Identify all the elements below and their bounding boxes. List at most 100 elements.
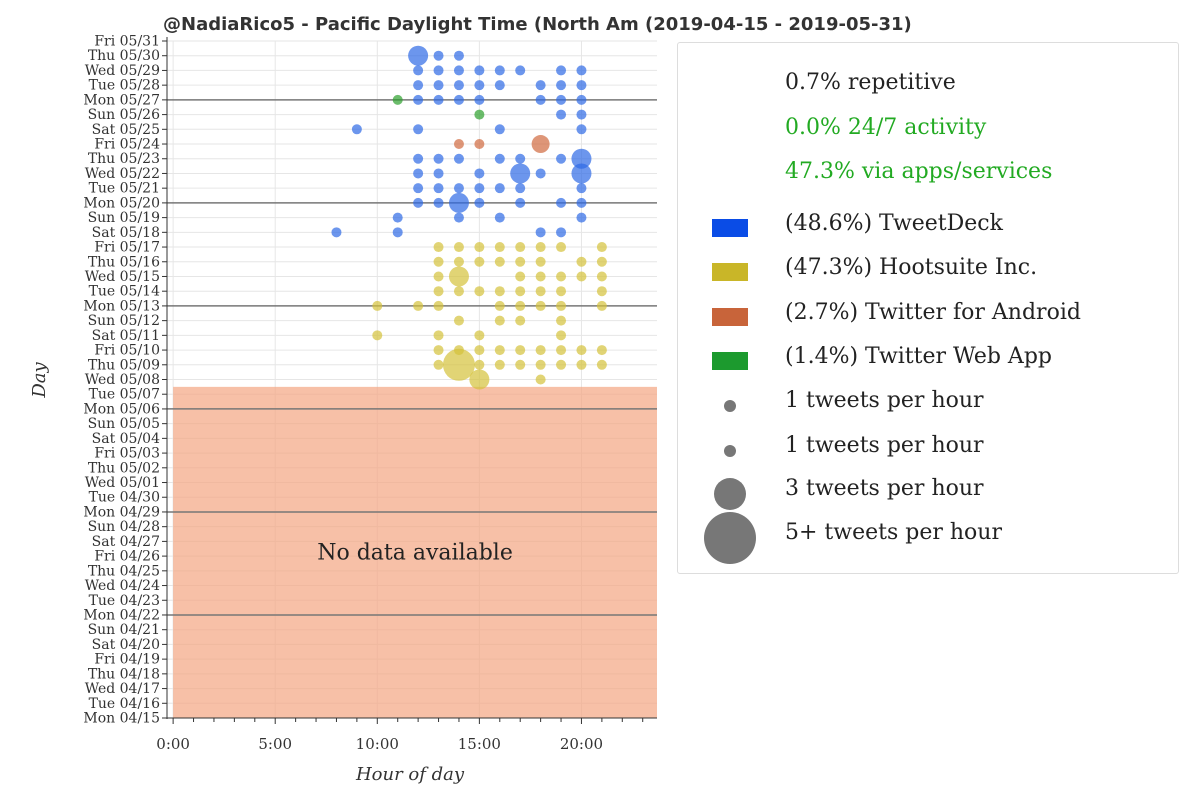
data-point [515,271,526,282]
data-point [535,256,546,267]
data-point [576,271,587,282]
data-point [474,197,485,208]
x-axis-label: Hour of day [355,764,465,785]
data-point [556,65,567,76]
data-point [515,65,526,76]
data-point [535,286,546,297]
y-tick-label: Fri 05/03 [94,446,160,462]
legend-source-label: (48.6%) TweetDeck [785,211,1003,236]
y-tick-label: Wed 05/29 [85,63,160,79]
data-point [453,139,464,150]
size-marker [704,512,756,564]
data-point [453,50,464,61]
data-point [433,359,444,370]
size-marker [724,445,736,457]
data-point [433,80,444,91]
data-point [474,242,485,253]
data-point [453,256,464,267]
y-tick-label: Fri 04/19 [94,652,160,668]
data-point [494,153,505,164]
data-point [556,359,567,370]
chart-title: @NadiaRico5 - Pacific Daylight Time (Nor… [163,14,912,35]
data-point [556,80,567,91]
data-point [413,197,424,208]
data-point [474,109,485,120]
y-tick-label: Tue 04/30 [89,490,160,506]
legend-source-label: (47.3%) Hootsuite Inc. [785,255,1038,280]
data-point [474,330,485,341]
data-point [433,168,444,179]
legend-size-item: 3 tweets per hour [700,472,1160,512]
legend-swatch [712,219,748,237]
data-point [556,94,567,105]
data-point [442,348,475,381]
x-tick-label: 15:00 [458,735,501,753]
y-tick-label: Fri 05/17 [94,240,160,256]
data-point [515,359,526,370]
data-point [433,197,444,208]
y-tick-label: Sun 05/19 [88,210,160,226]
series-tweetdeck [331,45,592,238]
data-point [596,242,607,253]
data-point [556,315,567,326]
y-tick-label: Fri 05/10 [94,343,160,359]
data-point [556,300,567,311]
y-tick-label: Wed 05/08 [85,372,160,388]
data-point [413,80,424,91]
data-point [433,256,444,267]
data-point [571,148,592,169]
data-point [413,124,424,135]
data-point [448,192,469,213]
data-point [596,271,607,282]
size-marker [714,478,746,510]
data-point [576,65,587,76]
data-point [433,271,444,282]
data-point [408,45,429,66]
data-point [474,168,485,179]
data-point [535,271,546,282]
no-data-label: No data available [317,540,513,565]
data-point [596,345,607,356]
data-point [453,286,464,297]
y-tick-label: Sat 05/11 [92,328,160,344]
data-point [576,345,587,356]
y-tick-label: Thu 04/25 [88,563,160,579]
legend-size-item: 5+ tweets per hour [700,512,1160,564]
data-point [576,124,587,135]
x-tick-label: 20:00 [560,735,603,753]
data-point [494,65,505,76]
y-tick-label: Mon 05/27 [83,92,160,108]
data-point [494,256,505,267]
data-point [556,197,567,208]
legend-size-item: 1 tweets per hour [700,384,1160,424]
y-tick-label: Tue 04/16 [89,696,161,712]
data-point [392,212,403,223]
data-point [515,183,526,194]
x-tick-label: 5:00 [258,735,292,753]
data-point [535,374,546,385]
y-tick-label: Wed 05/01 [85,475,160,491]
data-point [453,315,464,326]
data-point [535,300,546,311]
legend-stat: 47.3% via apps/services [785,159,1053,184]
legend-size-label: 1 tweets per hour [785,433,984,458]
y-tick-label: Mon 04/22 [83,607,160,623]
data-point [474,256,485,267]
y-tick-label: Wed 04/17 [85,681,160,697]
data-point [515,315,526,326]
y-tick-label: Fri 05/31 [94,34,160,50]
data-point [392,94,403,105]
data-point [453,65,464,76]
data-point [535,242,546,253]
y-tick-label: Sun 04/21 [88,622,160,638]
y-tick-label: Thu 05/16 [88,254,160,270]
y-tick-label: Sat 05/18 [92,225,160,241]
size-marker [724,400,736,412]
legend-source-label: (2.7%) Twitter for Android [785,300,1081,325]
data-point [494,212,505,223]
y-tick-label: Sat 04/20 [92,637,160,653]
data-point [535,359,546,370]
data-point [556,153,567,164]
data-point [510,163,531,184]
data-point [372,300,383,311]
